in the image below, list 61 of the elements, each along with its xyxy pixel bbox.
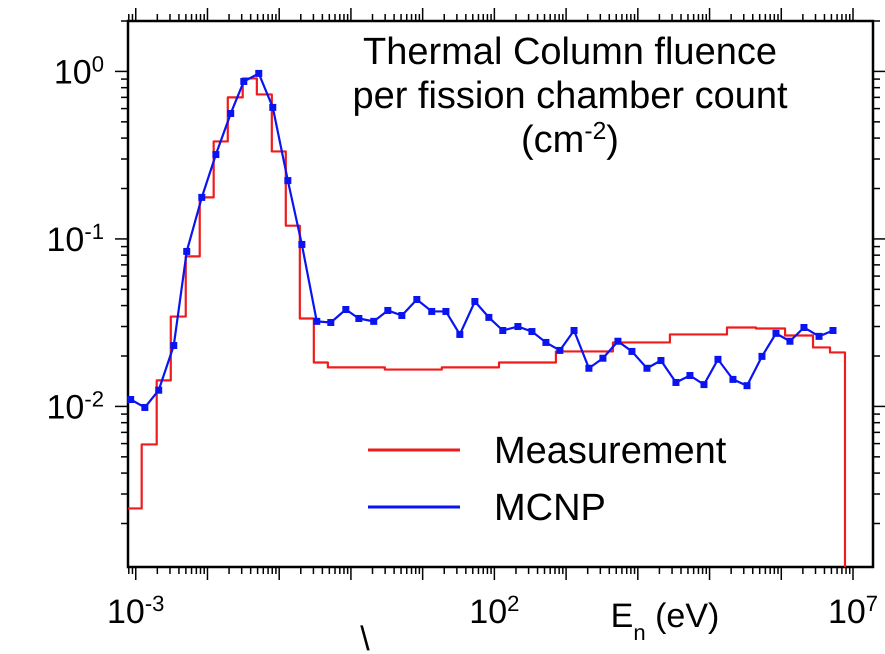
point bbox=[528, 328, 536, 336]
point bbox=[141, 404, 148, 411]
point bbox=[485, 314, 492, 321]
point bbox=[384, 306, 392, 314]
point bbox=[816, 332, 823, 340]
point bbox=[298, 240, 306, 248]
point bbox=[227, 110, 234, 117]
point bbox=[370, 318, 378, 325]
legend-label: MCNP bbox=[494, 487, 606, 529]
point bbox=[355, 314, 362, 322]
point bbox=[672, 378, 680, 386]
x-axis-title: E$_{n}$ (eV) bbox=[610, 597, 720, 644]
point bbox=[269, 104, 276, 111]
point bbox=[585, 364, 592, 372]
point bbox=[183, 248, 190, 255]
point bbox=[614, 338, 622, 345]
point bbox=[240, 78, 248, 85]
point bbox=[499, 327, 506, 334]
point bbox=[556, 346, 564, 354]
point bbox=[442, 308, 450, 315]
point bbox=[570, 327, 578, 334]
point bbox=[398, 312, 406, 320]
x-tick-label: 10$^{2}$ bbox=[469, 590, 520, 631]
point bbox=[514, 323, 522, 330]
point bbox=[198, 194, 206, 201]
point bbox=[413, 296, 420, 303]
point bbox=[284, 177, 292, 184]
point bbox=[542, 338, 550, 346]
point bbox=[127, 396, 134, 403]
point bbox=[758, 352, 766, 360]
point bbox=[643, 364, 650, 372]
point bbox=[342, 306, 350, 314]
point bbox=[313, 318, 320, 325]
point bbox=[786, 338, 794, 345]
y-tick-label: 10$^{-1}$ bbox=[46, 218, 104, 259]
point bbox=[170, 342, 178, 350]
point bbox=[657, 357, 664, 364]
text: Thermal Column fluence per fission chamber count (cm$^{-2}$) bbox=[352, 31, 788, 161]
point bbox=[212, 151, 220, 158]
point bbox=[714, 356, 722, 363]
point bbox=[829, 327, 836, 334]
point bbox=[327, 319, 334, 326]
y-tick-label: 10$^{0}$ bbox=[54, 50, 104, 92]
point bbox=[729, 376, 736, 383]
x-tick-label: 10$^{7}$ bbox=[828, 590, 878, 631]
point bbox=[456, 330, 464, 338]
y-tick-label: 10$^{-2}$ bbox=[46, 386, 104, 426]
text: \ bbox=[360, 620, 370, 654]
legend-label: Measurement bbox=[494, 430, 727, 472]
point bbox=[255, 70, 262, 77]
point bbox=[628, 348, 636, 355]
point bbox=[428, 308, 436, 315]
point bbox=[800, 324, 808, 331]
point bbox=[471, 298, 478, 306]
point bbox=[744, 382, 751, 390]
point bbox=[772, 330, 780, 337]
point bbox=[686, 372, 694, 379]
x-tick-label: 10$^{-3}$ bbox=[106, 590, 164, 631]
point bbox=[700, 381, 708, 388]
point bbox=[155, 386, 162, 394]
point bbox=[599, 354, 606, 362]
